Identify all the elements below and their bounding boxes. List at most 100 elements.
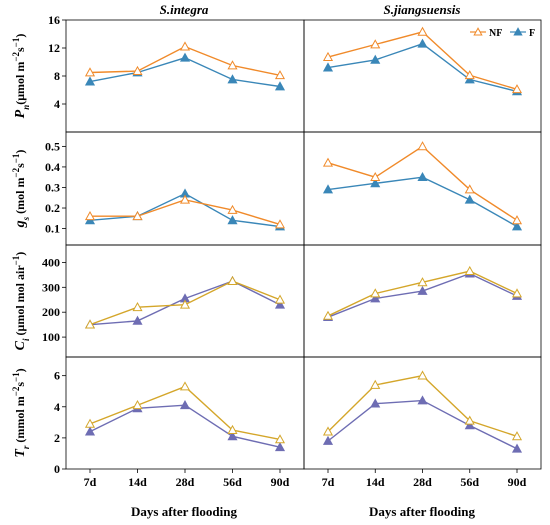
- data-point-NF-right-1-2: [417, 141, 428, 151]
- data-point-NF-right-2-3: [464, 265, 475, 275]
- data-point-NF-left-0-1: [132, 65, 143, 75]
- data-point-NF-left-3-0: [84, 418, 96, 428]
- data-point-NF-left-2-2: [179, 299, 191, 309]
- data-point-NF-left-2-4: [274, 294, 286, 304]
- data-point-F-left-0-0: [84, 76, 96, 86]
- data-point-NF-left-3-4: [274, 434, 286, 444]
- legend-marker-F: [513, 27, 523, 36]
- data-point-F-left-3-2: [179, 399, 191, 410]
- column-titles: S.integra S.jiangsuensis: [160, 2, 461, 17]
- data-point-F-right-3-4: [511, 443, 523, 453]
- series-line-F-left-3: [89, 404, 281, 448]
- data-point-NF-left-3-3: [227, 424, 238, 434]
- data-point-F-right-1-1: [370, 178, 381, 188]
- y-axis-label-3: Tr (mmol m−2s−1): [11, 368, 31, 457]
- data-point-F-right-3-2: [417, 395, 428, 405]
- data-point-NF-right-0-1: [370, 39, 381, 49]
- y-tick-label: 100: [42, 330, 60, 344]
- data-point-NF-right-1-4: [511, 215, 523, 225]
- data-point-NF-right-3-1: [370, 379, 381, 389]
- data-point-F-right-3-3: [464, 420, 475, 430]
- panel-frame-left-3: [65, 356, 305, 470]
- panels-group: 4 8 12 16 0.1 0.2 0.3 0.4 0.5 100 200 300 400 0 2 4 6: [42, 13, 542, 476]
- data-point-NF-right-1-1: [370, 171, 381, 182]
- data-point-NF-left-2-0: [84, 319, 96, 329]
- y-tick-label: 8: [54, 69, 60, 83]
- y-tick-label: 400: [42, 255, 60, 269]
- series-line-F-right-3: [327, 399, 518, 450]
- x-tick-label-left-2: 28d: [176, 475, 195, 489]
- data-point-F-left-3-4: [274, 441, 286, 452]
- legend-label-F: F: [529, 28, 535, 39]
- x-tick-label-right-4: 90d: [508, 475, 527, 489]
- data-point-NF-left-1-3: [227, 204, 238, 214]
- column-title-s-jiangsuensis: S.jiangsuensis: [384, 2, 461, 17]
- x-tick-label-right-0: 7d: [322, 475, 335, 489]
- data-point-F-right-1-2: [417, 171, 428, 182]
- data-point-NF-left-0-4: [274, 70, 286, 80]
- data-point-F-right-1-0: [322, 184, 334, 194]
- series-line-NF-left-3: [89, 385, 281, 441]
- data-point-NF-left-3-1: [132, 399, 143, 410]
- y-tick-label: 12: [48, 41, 60, 55]
- y-tick-label: 0.1: [45, 222, 60, 236]
- data-point-NF-right-2-1: [370, 288, 381, 298]
- data-point-F-right-0-2: [417, 38, 428, 48]
- data-point-NF-left-0-0: [84, 67, 96, 77]
- series-line-NF-right-1: [327, 145, 518, 221]
- x-axis: 7d 14d 28d 56d 90d 7d 14d 28d 56d 90d: [84, 469, 527, 489]
- data-point-NF-right-0-4: [511, 84, 523, 94]
- y-tick-label: 0.3: [45, 180, 60, 194]
- legend-marker-NF: [473, 27, 483, 36]
- y-axis-label-2: Ci (μmol mol air−1): [11, 252, 31, 351]
- data-point-F-right-2-1: [370, 293, 381, 303]
- y-tick-label: 4: [54, 400, 60, 414]
- data-point-NF-right-0-3: [464, 70, 475, 80]
- data-point-F-left-3-0: [84, 426, 96, 436]
- y-axis-label-0: Pn(μmol m−2s−1): [11, 34, 31, 119]
- data-point-F-right-0-1: [370, 54, 381, 64]
- data-point-F-left-0-2: [179, 52, 191, 62]
- data-point-NF-right-0-2: [417, 26, 428, 36]
- x-tick-label-left-3: 56d: [223, 475, 242, 489]
- legend-label-NF: NF: [489, 28, 502, 39]
- y-tick-label: 200: [42, 305, 60, 319]
- x-tick-label-left-1: 14d: [128, 475, 147, 489]
- series-line-NF-right-3: [327, 374, 518, 437]
- y-tick-label: 6: [54, 369, 60, 383]
- data-point-NF-right-2-0: [322, 310, 334, 320]
- data-point-NF-right-2-2: [417, 277, 428, 287]
- y-tick-label: 300: [42, 280, 60, 294]
- data-point-F-right-3-1: [370, 398, 381, 408]
- x-tick-label-left-4: 90d: [271, 475, 290, 489]
- data-point-NF-left-1-0: [84, 211, 96, 221]
- data-point-NF-right-3-2: [417, 370, 428, 380]
- panel-frame-right-2: [303, 244, 542, 358]
- data-point-F-left-0-3: [227, 74, 238, 84]
- x-tick-label-right-1: 14d: [366, 475, 385, 489]
- y-axis-label-1: gs (mol m−2s−1): [11, 150, 31, 229]
- panel-frame-left-0: [65, 19, 305, 133]
- y-tick-label: 0.5: [45, 139, 60, 153]
- data-point-NF-right-1-0: [322, 157, 334, 167]
- data-point-NF-right-3-0: [322, 426, 334, 436]
- data-point-F-left-3-3: [227, 431, 238, 441]
- y-axis-labels: Pn(μmol m−2s−1) gs (mol m−2s−1) Ci (μmol m…: [11, 34, 31, 458]
- data-point-NF-right-1-3: [464, 184, 475, 194]
- data-point-NF-left-1-1: [132, 211, 143, 221]
- legend: NF F: [470, 27, 535, 39]
- data-point-F-left-2-1: [132, 315, 143, 325]
- data-point-NF-left-1-2: [179, 194, 191, 204]
- data-point-NF-right-3-4: [511, 431, 523, 441]
- data-point-NF-left-0-2: [179, 41, 191, 51]
- data-point-F-left-2-4: [274, 299, 286, 309]
- y-tick-label: 0.4: [45, 160, 60, 174]
- y-tick-label: 4: [54, 97, 60, 111]
- data-point-F-right-3-0: [322, 435, 334, 445]
- data-point-F-right-1-3: [464, 194, 475, 204]
- data-point-F-right-0-0: [322, 62, 334, 72]
- data-point-NF-right-2-4: [511, 288, 523, 298]
- data-point-F-left-1-3: [227, 215, 238, 225]
- data-point-F-left-0-4: [274, 81, 286, 91]
- data-point-NF-left-2-1: [132, 301, 143, 312]
